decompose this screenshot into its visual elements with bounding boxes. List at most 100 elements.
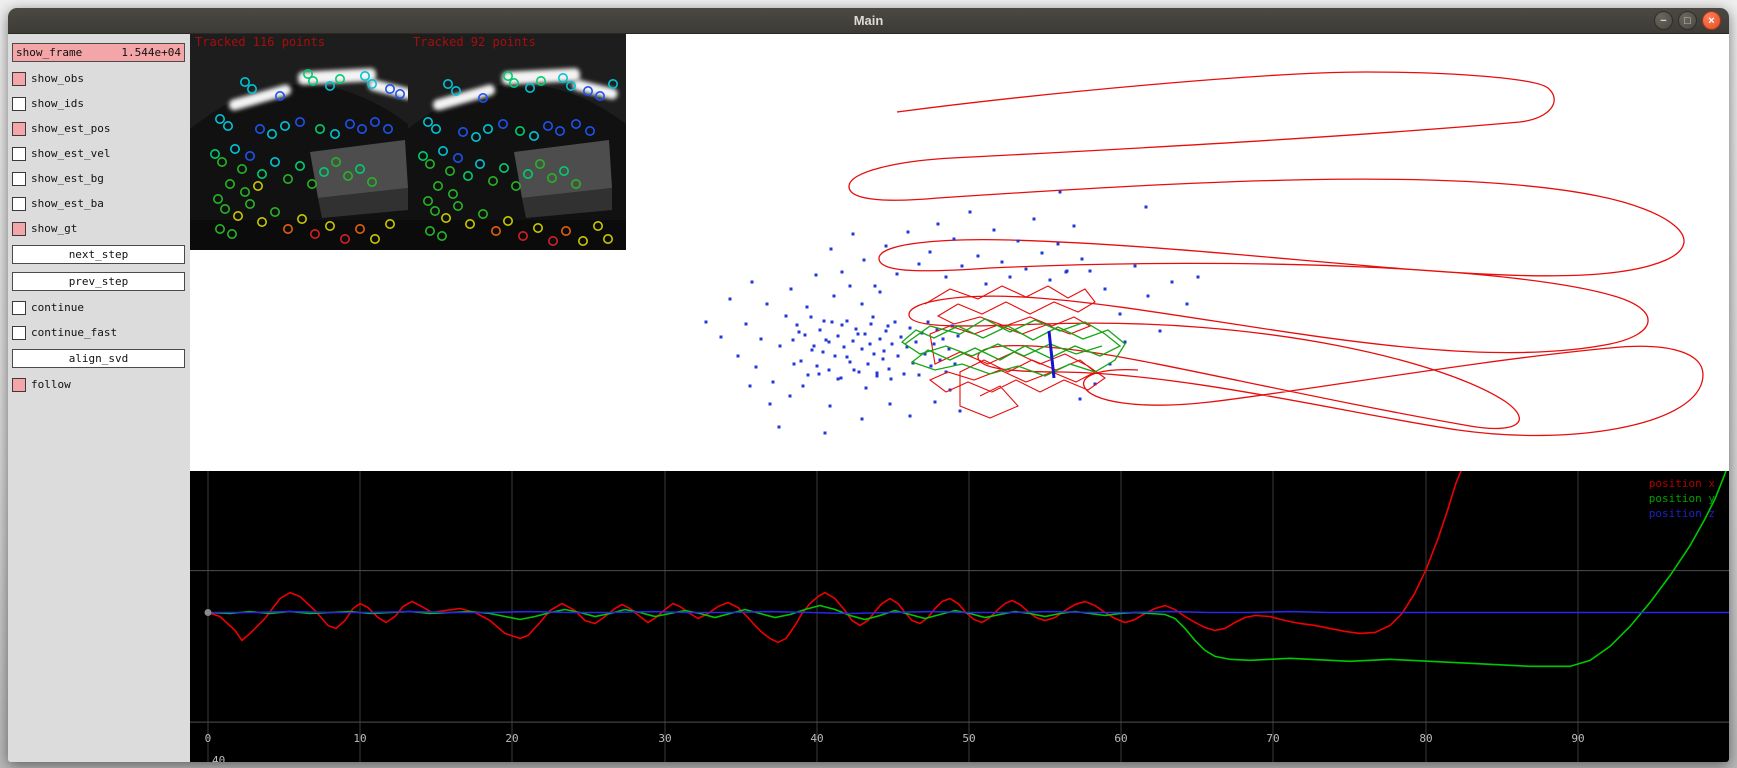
next_step-button[interactable]: next_step [12, 245, 185, 264]
feature-circle [511, 181, 522, 192]
feature-circle [310, 229, 321, 240]
landmark-point [906, 230, 910, 234]
feature-circle [283, 174, 294, 185]
feature-circle [319, 167, 330, 178]
feature-circle [452, 201, 463, 212]
feature-circle [257, 217, 268, 228]
x-tick-label: 0 [205, 732, 212, 745]
slider-value: 1.544e+04 [121, 46, 181, 59]
feature-circle [483, 124, 494, 135]
minimize-button[interactable]: − [1654, 11, 1673, 30]
slab-edge [318, 188, 408, 218]
ceiling-light [572, 79, 618, 100]
landmark-point [784, 314, 788, 318]
feature-circle [429, 206, 440, 217]
feature-circle [308, 75, 319, 86]
feature-circles [209, 68, 406, 245]
feature-circle [430, 124, 441, 135]
show_est_ba-checkbox[interactable] [12, 196, 26, 211]
landmark-point [788, 394, 792, 398]
landmark-point [1065, 269, 1069, 273]
feature-circle [515, 126, 526, 137]
feature-circle [503, 216, 514, 227]
ceiling-light [432, 84, 496, 111]
landmark-point [1016, 239, 1020, 243]
landmark-point [852, 368, 856, 372]
landmark-point [1093, 382, 1097, 386]
titlebar[interactable]: Main − □ × [8, 8, 1729, 34]
feature-circle [295, 117, 306, 128]
feature-circle [533, 223, 544, 234]
landmark-point [1144, 205, 1148, 209]
landmark-point [863, 332, 867, 336]
prev_step-button[interactable]: prev_step [12, 272, 185, 291]
checkbox-row-show_est_pos: show_est_pos [12, 120, 185, 137]
landmark-point [881, 357, 885, 361]
feature-circle [222, 121, 233, 132]
landmark-point [842, 345, 846, 349]
landmark-point [833, 354, 837, 358]
feature-circle [224, 179, 235, 190]
landmark-point [848, 284, 852, 288]
feature-circle [335, 73, 346, 84]
landmark-point [1080, 257, 1084, 261]
feature-circle [295, 161, 306, 172]
feature-circles [418, 70, 619, 247]
feature-circle [239, 76, 250, 87]
continue-checkbox[interactable] [12, 300, 26, 315]
landmark-point [810, 348, 814, 352]
feature-circle [244, 199, 255, 210]
landmark-point [1032, 217, 1036, 221]
landmark-point [872, 352, 876, 356]
landmark-point [866, 362, 870, 366]
landmark-point [824, 338, 828, 342]
show_ids-checkbox[interactable] [12, 96, 26, 111]
landmark-point [822, 319, 826, 323]
feature-circle [423, 117, 433, 128]
follow-checkbox[interactable] [12, 377, 26, 392]
feature-circle [214, 224, 225, 235]
landmark-point [895, 272, 899, 276]
landmark-point [932, 342, 936, 346]
show_frame-slider[interactable]: show_frame 1.544e+04 [12, 43, 185, 62]
feature-circle [555, 126, 566, 137]
show_gt-checkbox[interactable] [12, 221, 26, 236]
feature-circle [385, 83, 396, 94]
show_est_bg-checkbox[interactable] [12, 171, 26, 186]
landmark-point [1000, 260, 1004, 264]
feature-circle [257, 169, 268, 180]
close-button[interactable]: × [1702, 11, 1721, 30]
landmark-point [832, 294, 836, 298]
estimate-tangle-red [924, 285, 1106, 419]
show_est_vel-checkbox[interactable] [12, 146, 26, 161]
feature-circle [424, 226, 435, 237]
feature-circle [212, 194, 223, 205]
landmark-point [1108, 362, 1112, 366]
checkbox-row-show_est_vel: show_est_vel [12, 145, 185, 162]
camera-strip: Tracked 116 points Tracked 92 points [190, 34, 626, 250]
3d-view[interactable]: Tracked 116 points Tracked 92 points [190, 34, 1729, 471]
landmark-point [941, 337, 945, 341]
show_est_pos-checkbox[interactable] [12, 121, 26, 136]
feature-circle [571, 179, 582, 190]
landmark-point [1078, 397, 1082, 401]
checkbox-label: show_obs [31, 72, 84, 85]
maximize-button[interactable]: □ [1678, 11, 1697, 30]
continue_fast-checkbox[interactable] [12, 325, 26, 340]
landmark-point [778, 344, 782, 348]
feature-circle [244, 151, 255, 162]
align_svd-button[interactable]: align_svd [12, 349, 185, 368]
landmark-point [818, 328, 822, 332]
feature-circle [423, 196, 433, 207]
show_obs-checkbox[interactable] [12, 71, 26, 86]
feature-circle [452, 153, 463, 164]
feature-circle [367, 177, 378, 188]
checkbox-row-show_est_bg: show_est_bg [12, 170, 185, 187]
feature-circle [229, 144, 240, 155]
plot-view[interactable]: 0 10 20 30 40 50 60 70 80 90 40 position x position… [190, 471, 1729, 762]
landmark-point [1056, 242, 1060, 246]
feature-circle [470, 132, 481, 143]
feature-circle [270, 157, 281, 168]
checkbox-label: show_ids [31, 97, 84, 110]
